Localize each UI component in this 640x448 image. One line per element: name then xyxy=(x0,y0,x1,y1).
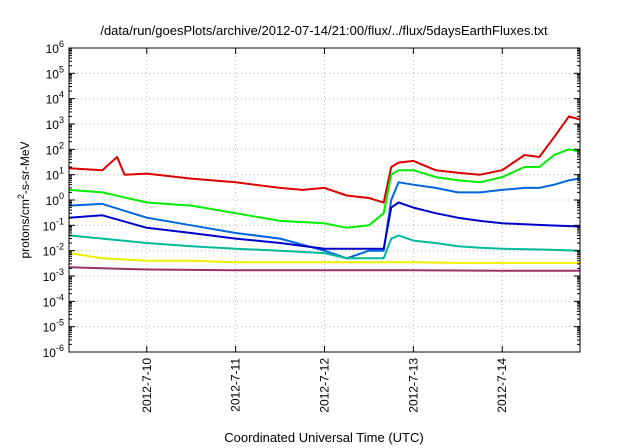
y-axis-title-rest: -s-sr-MeV xyxy=(18,141,32,194)
series-line-1 xyxy=(68,115,581,204)
x-tick-label: 2012-7-12 xyxy=(318,358,332,413)
y-tick-label-exp: 4 xyxy=(59,90,64,100)
y-tick-label: 10-4 xyxy=(43,292,64,309)
y-tick-label-base: 10 xyxy=(43,245,57,259)
y-tick-label: 103 xyxy=(46,115,64,132)
series-line-2 xyxy=(68,148,581,229)
y-tick-label: 105 xyxy=(46,64,64,81)
y-tick-label-exp: -3 xyxy=(56,267,64,277)
y-tick-label-exp: 2 xyxy=(59,140,64,150)
series-line-5 xyxy=(68,234,581,260)
axis-layer: 10-610-510-410-310-210-11001011021031041… xyxy=(43,39,580,413)
series-layer xyxy=(68,115,581,272)
y-axis-title: protons/cm2-s-sr-MeV xyxy=(16,141,32,258)
x-axis-title: Coordinated Universal Time (UTC) xyxy=(224,430,423,445)
y-tick-label-base: 10 xyxy=(46,169,60,183)
series-line-4 xyxy=(68,201,581,250)
x-tick-label: 2012-7-10 xyxy=(140,358,154,413)
x-tick-label: 2012-7-14 xyxy=(495,358,509,413)
y-tick-label-base: 10 xyxy=(46,42,60,56)
y-axis-title-sup: 2 xyxy=(16,194,26,199)
y-tick-label: 101 xyxy=(46,166,64,183)
x-tick-label: 2012-7-13 xyxy=(406,358,420,413)
y-tick-label-exp: 6 xyxy=(59,39,64,49)
y-tick-label-exp: 5 xyxy=(59,64,64,74)
x-tick-label: 2012-7-11 xyxy=(229,358,243,412)
y-axis-title-base: protons/cm xyxy=(18,199,32,258)
y-tick-label-base: 10 xyxy=(43,321,57,335)
y-tick-label-exp: 0 xyxy=(59,191,64,201)
y-tick-label-exp: -5 xyxy=(56,318,64,328)
y-tick-label-base: 10 xyxy=(43,219,57,233)
y-tick-label-exp: -6 xyxy=(56,343,64,353)
y-tick-label: 10-2 xyxy=(43,242,64,259)
y-tick-label: 10-6 xyxy=(43,343,64,360)
y-tick-label: 10-3 xyxy=(43,267,64,284)
y-tick-label-base: 10 xyxy=(46,67,60,81)
y-tick-label-base: 10 xyxy=(46,118,60,132)
series-line-3 xyxy=(68,177,581,260)
y-tick-label-exp: 1 xyxy=(59,166,64,176)
y-tick-label: 106 xyxy=(46,39,64,56)
y-tick-label: 102 xyxy=(46,140,64,157)
series-line-6 xyxy=(68,252,580,264)
y-tick-label-base: 10 xyxy=(46,143,60,157)
y-tick-label-exp: -1 xyxy=(56,216,64,226)
y-tick-label-base: 10 xyxy=(43,270,57,284)
y-tick-label-base: 10 xyxy=(46,93,60,107)
y-tick-label-base: 10 xyxy=(46,194,60,208)
y-tick-label-exp: 3 xyxy=(59,115,64,125)
y-tick-label: 104 xyxy=(46,90,64,107)
y-tick-label: 10-1 xyxy=(43,216,64,233)
grid-layer xyxy=(69,48,580,352)
series-line-7 xyxy=(68,266,580,272)
y-tick-label-base: 10 xyxy=(43,295,57,309)
y-tick-label: 10-5 xyxy=(43,318,64,335)
y-tick-label-exp: -4 xyxy=(56,292,64,302)
y-tick-label: 100 xyxy=(46,191,64,208)
y-tick-label-base: 10 xyxy=(43,346,57,360)
chart-title: /data/run/goesPlots/archive/2012-07-14/2… xyxy=(100,23,548,38)
y-tick-label-exp: -2 xyxy=(56,242,64,252)
